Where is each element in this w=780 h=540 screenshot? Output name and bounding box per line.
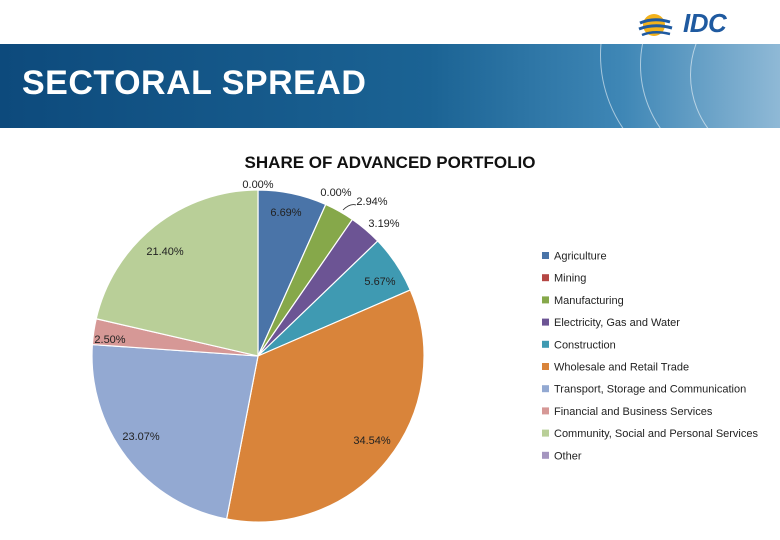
legend-entry: Mining [554, 273, 586, 285]
legend-swatch [542, 429, 549, 437]
data-label: 6.69% [270, 207, 301, 219]
leader-line [342, 204, 357, 211]
pie-slice-wholesale-and-retail-trade [225, 289, 425, 523]
logo-text: IDC [683, 8, 727, 38]
legend-swatch [542, 318, 549, 326]
pie-slices [91, 189, 425, 523]
legend-entry: Manufacturing [554, 295, 624, 307]
legend-entry: Construction [554, 339, 616, 351]
data-label: 2.50% [94, 334, 125, 346]
slide-title: SECTORAL SPREAD [22, 64, 367, 102]
legend-swatch [542, 252, 549, 259]
legend-swatch [542, 274, 549, 282]
pie-slice-community-social-and-personal-services [95, 189, 259, 357]
legend-entry: Electricity, Gas and Water [554, 317, 680, 329]
legend-swatch [542, 363, 549, 370]
data-label: 34.54% [353, 435, 391, 447]
legend-entry: Other [554, 450, 582, 462]
data-label: 3.19% [368, 218, 399, 230]
logo-globe-icon [638, 14, 673, 37]
legend-swatch [542, 385, 549, 393]
chart-title: SHARE OF ADVANCED PORTFOLIO [245, 153, 536, 172]
data-label: 21.40% [146, 246, 184, 258]
pie-slice-labels: 6.69% 0.00% 2.94% 3.19% 5.67% 34.54% 23.07% 2.5… [94, 179, 399, 447]
data-label: 0.00% [242, 179, 273, 191]
legend-swatch [542, 296, 549, 304]
legend-entry: Transport, Storage and Communication [554, 384, 746, 396]
legend-entry: Agriculture [554, 251, 607, 263]
header-band [0, 44, 780, 128]
legend-swatch [542, 340, 549, 348]
legend-entry: Community, Social and Personal Services [554, 428, 758, 440]
logo [638, 14, 673, 37]
data-label: 2.94% [356, 196, 387, 208]
legend-swatch [542, 451, 549, 459]
data-label: 5.67% [364, 276, 395, 288]
legend-entry: Wholesale and Retail Trade [554, 362, 689, 374]
data-label: 23.07% [122, 431, 160, 443]
legend-swatch [542, 407, 549, 415]
chart-legend: Agriculture Mining Manufacturing Electricit… [542, 251, 758, 462]
data-label: 0.00% [320, 187, 351, 199]
legend-entry: Financial and Business Services [554, 406, 713, 418]
pie-slice-transport-storage-and-communication [91, 343, 259, 520]
